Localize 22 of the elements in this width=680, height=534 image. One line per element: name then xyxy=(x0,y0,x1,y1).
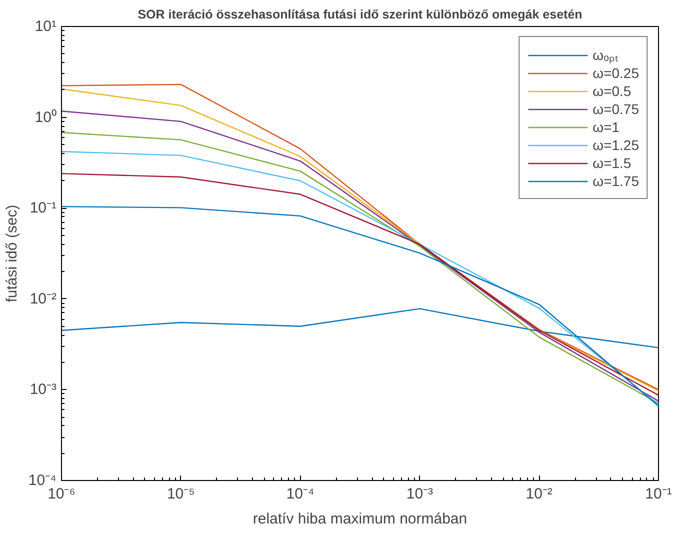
legend-label: ω=1.5 xyxy=(592,154,632,172)
legend-label: ω=1.25 xyxy=(592,136,639,154)
y-tick-label: 10⁻² xyxy=(30,290,57,308)
y-tick-label: 10⁻³ xyxy=(30,381,57,398)
legend-label: ωₒₚₜ xyxy=(592,46,618,64)
chart-title: SOR iteráció összehasonlítása futási idő szerint különböző omegák esetén xyxy=(138,8,582,22)
y-tick-label: 10⁰ xyxy=(34,108,57,126)
x-tick-label: 10⁻³ xyxy=(406,486,434,502)
x-tick-label: 10⁻⁴ xyxy=(286,486,314,502)
legend-label: ω=1.75 xyxy=(592,172,639,190)
x-tick-label: 10⁻⁵ xyxy=(166,486,195,502)
x-axis-title: relatív hiba maximum normában xyxy=(252,510,468,528)
x-tick-label: 10⁻¹ xyxy=(645,486,672,502)
legend-label: ω=0.5 xyxy=(592,82,632,100)
y-tick-label: 10⁻¹ xyxy=(30,200,57,217)
legend-label: ω=0.75 xyxy=(592,100,639,118)
y-tick-label: 10¹ xyxy=(34,18,57,35)
x-tick-label: 10⁻² xyxy=(526,486,552,502)
y-axis-title: futási idő (sec) xyxy=(3,204,20,302)
legend-label: ω=0.25 xyxy=(592,64,639,82)
line-series xyxy=(62,206,658,407)
legend-label: ω=1 xyxy=(592,118,620,136)
